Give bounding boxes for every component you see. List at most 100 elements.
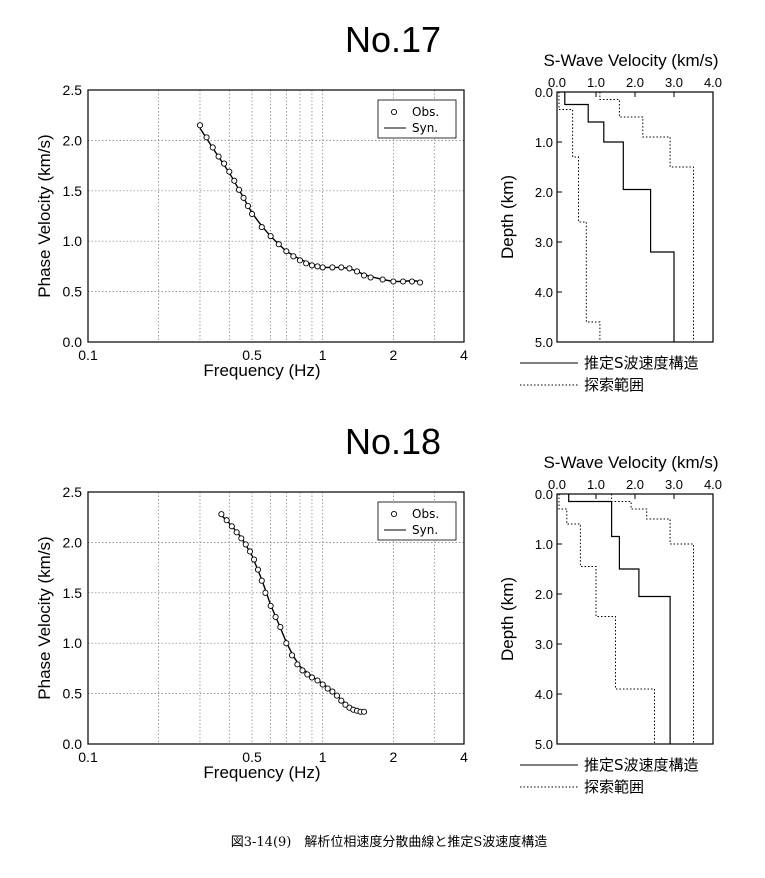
data-point-obs (290, 253, 297, 260)
legend-box (377, 99, 457, 139)
x-tick-label: 0.1 (78, 347, 98, 363)
y-tick-label: 0.0 (535, 85, 553, 100)
data-point-obs (223, 517, 230, 524)
data-point-obs (233, 529, 240, 536)
x-tick-label: 2 (389, 749, 397, 765)
y-tick-label: 5.0 (535, 335, 553, 350)
data-point-obs (221, 160, 228, 167)
data-point-obs (246, 548, 254, 555)
legend-box (377, 501, 457, 541)
legend-marker-obs (390, 108, 398, 116)
data-point-obs (235, 186, 243, 193)
legend-label-range: 探索範囲 (584, 778, 644, 796)
x-tick-label: 1 (319, 749, 327, 765)
y-tick-label: 1.5 (63, 585, 83, 601)
data-point-obs (379, 276, 386, 283)
data-point-obs (196, 122, 204, 129)
data-point-obs (203, 134, 210, 141)
y-axis-label: Phase Velocity (km/s) (35, 134, 54, 297)
data-point-obs (231, 177, 238, 184)
data-point-obs (209, 144, 216, 151)
data-point-obs (244, 202, 251, 209)
x-axis-label: S-Wave Velocity (km/s) (543, 453, 718, 472)
x-tick-label: 4.0 (704, 477, 722, 492)
y-tick-label: 2.5 (63, 82, 83, 98)
data-point-obs (329, 264, 336, 271)
y-tick-label: 2.5 (63, 484, 83, 500)
data-point-obs (303, 260, 310, 267)
data-point-obs (277, 624, 284, 631)
y-tick-label: 2.0 (63, 534, 83, 550)
data-point-obs (342, 701, 349, 708)
data-point-obs (258, 577, 265, 584)
data-point-obs (228, 523, 235, 530)
y-tick-label: 1.0 (535, 537, 553, 552)
data-point-obs (215, 153, 222, 160)
legend-marker-obs (390, 510, 398, 518)
data-point-obs (353, 268, 361, 275)
y-tick-label: 0.0 (63, 736, 83, 752)
x-tick-label: 0.0 (548, 75, 566, 90)
y-axis-label: Depth (km) (498, 175, 517, 259)
data-point-obs (319, 681, 326, 688)
data-point-obs (314, 263, 321, 270)
y-tick-label: 3.0 (535, 235, 553, 250)
data-point-obs (338, 264, 345, 271)
data-point-obs (308, 262, 316, 269)
panel-title-no17: No.17 (345, 19, 441, 60)
y-tick-label: 4.0 (535, 285, 553, 300)
y-tick-label: 1.5 (63, 183, 83, 199)
data-point-obs (254, 566, 262, 573)
data-point-obs (329, 688, 336, 695)
legend-label-estimated: 推定S波速度構造 (584, 756, 699, 774)
x-tick-label: 4.0 (704, 75, 722, 90)
data-point-obs (324, 685, 331, 692)
data-point-obs (288, 652, 296, 659)
data-point-obs (390, 278, 397, 285)
search-range-upper (611, 494, 694, 744)
x-tick-label: 0.5 (242, 749, 262, 765)
legend-label-obs: Obs. (412, 507, 439, 521)
y-tick-label: 5.0 (535, 737, 553, 752)
data-point-obs (238, 535, 245, 542)
data-point-obs (296, 257, 304, 264)
search-range-lower (558, 92, 601, 342)
plot-frame (87, 491, 465, 745)
x-tick-label: 1.0 (587, 75, 605, 90)
data-point-obs (226, 168, 233, 175)
x-tick-label: 4 (460, 347, 468, 363)
x-axis-label: Frequency (Hz) (203, 361, 320, 380)
data-point-obs (360, 708, 368, 715)
data-point-obs (304, 671, 311, 678)
x-tick-label: 0.5 (242, 347, 262, 363)
velocity-profile-no18: 0.0 1.0 2.0 3.0 4.0 0.0 1.0 2.0 3.0 4.0 5.0 S-Wave … (498, 453, 722, 796)
legend-label-syn: Syn. (412, 523, 438, 537)
y-tick-label: 1.0 (535, 135, 553, 150)
legend-label-estimated: 推定S波速度構造 (584, 354, 699, 372)
x-tick-label: 0.0 (548, 477, 566, 492)
data-point-obs (417, 279, 424, 286)
x-tick-label: 3.0 (665, 75, 683, 90)
data-point-obs (248, 210, 256, 218)
x-axis-label: S-Wave Velocity (km/s) (543, 51, 718, 70)
x-tick-label: 1.0 (587, 477, 605, 492)
data-point-obs (283, 248, 290, 255)
legend-label-range: 探索範囲 (584, 376, 644, 394)
x-tick-label: 2.0 (626, 477, 644, 492)
y-tick-label: 3.0 (535, 637, 553, 652)
series-line-syn (199, 127, 421, 283)
data-point-obs (408, 278, 415, 285)
data-point-obs (242, 541, 249, 548)
data-point-obs (275, 241, 282, 248)
data-point-obs (367, 274, 374, 281)
legend-label-syn: Syn. (412, 121, 438, 135)
data-point-obs (338, 697, 345, 704)
plot-frame (556, 91, 714, 343)
plot-frame (87, 89, 465, 343)
legend-label-obs: Obs. (412, 105, 439, 119)
data-point-obs (314, 677, 321, 684)
y-tick-label: 2.0 (535, 587, 553, 602)
x-tick-label: 0.1 (78, 749, 98, 765)
figure-caption: 図3-14(9) 解析位相速度分散曲線と推定S波速度構造 (231, 834, 548, 850)
y-tick-label: 0.5 (63, 686, 83, 702)
